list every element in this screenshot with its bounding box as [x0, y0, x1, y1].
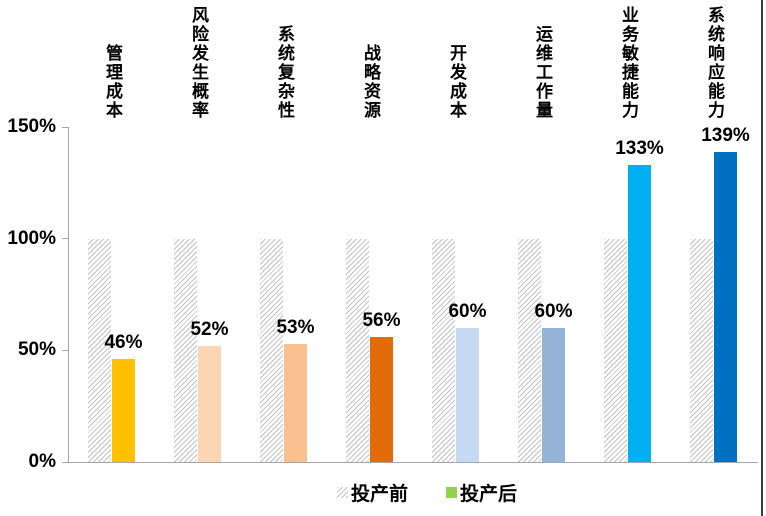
bar-value-label: 133% — [615, 137, 664, 159]
bar-before — [88, 238, 111, 462]
bar-before — [346, 238, 369, 462]
bar-before — [690, 238, 713, 462]
bar-value-label: 56% — [362, 309, 401, 331]
category-label: 系统响应能力 — [705, 6, 724, 120]
legend-swatch-before-hatch — [336, 486, 348, 498]
y-axis-tick — [62, 238, 69, 240]
bar-value-label: 53% — [276, 316, 315, 338]
bar-before — [174, 238, 197, 462]
bar-before — [260, 238, 283, 462]
bar-value-label: 46% — [104, 332, 143, 354]
legend: 投产前 投产后 — [96, 479, 758, 506]
bar-after — [198, 345, 221, 462]
bar-value-label: 60% — [534, 301, 573, 322]
category-label: 战略资源 — [361, 44, 380, 120]
bar-value-label: 52% — [190, 318, 229, 340]
y-axis-tick-label: 100% — [7, 227, 56, 249]
category-label: 业务敏捷能力 — [619, 6, 638, 120]
legend-label-before: 投产前 — [350, 483, 408, 505]
frame-right-border — [761, 0, 763, 516]
bar-before — [604, 238, 627, 462]
bar-value-label: 60% — [448, 301, 487, 322]
x-axis-line — [62, 462, 758, 463]
y-axis-tick-label: 150% — [7, 116, 56, 137]
legend-label-after: 投产后 — [460, 483, 518, 505]
category-label: 开发成本 — [447, 44, 466, 120]
legend-item-after: 投产后 — [446, 479, 517, 506]
bar-after — [456, 328, 479, 462]
y-axis-tick-label: 50% — [17, 339, 56, 361]
bar-after — [370, 336, 393, 462]
legend-item-before: 投产前 — [336, 479, 408, 506]
bar-after — [714, 151, 737, 462]
legend-swatch-after — [446, 486, 457, 498]
category-label: 风险发生概率 — [189, 6, 208, 120]
category-label: 系统复杂性 — [275, 25, 294, 120]
bar-after — [284, 343, 307, 462]
bar-after — [112, 359, 135, 462]
bar-before — [432, 238, 455, 462]
y-axis-tick — [62, 126, 69, 128]
category-label: 运维工作量 — [533, 25, 552, 120]
y-axis-tick-label: 0% — [28, 451, 56, 472]
y-axis-line — [68, 127, 69, 462]
category-label: 管理成本 — [103, 44, 122, 120]
bar-after — [542, 328, 565, 462]
bar-after — [628, 164, 651, 462]
y-axis-tick — [62, 349, 69, 351]
y-axis-tick — [62, 461, 69, 463]
bar-value-label: 139% — [701, 124, 750, 146]
bar-before — [518, 238, 541, 462]
